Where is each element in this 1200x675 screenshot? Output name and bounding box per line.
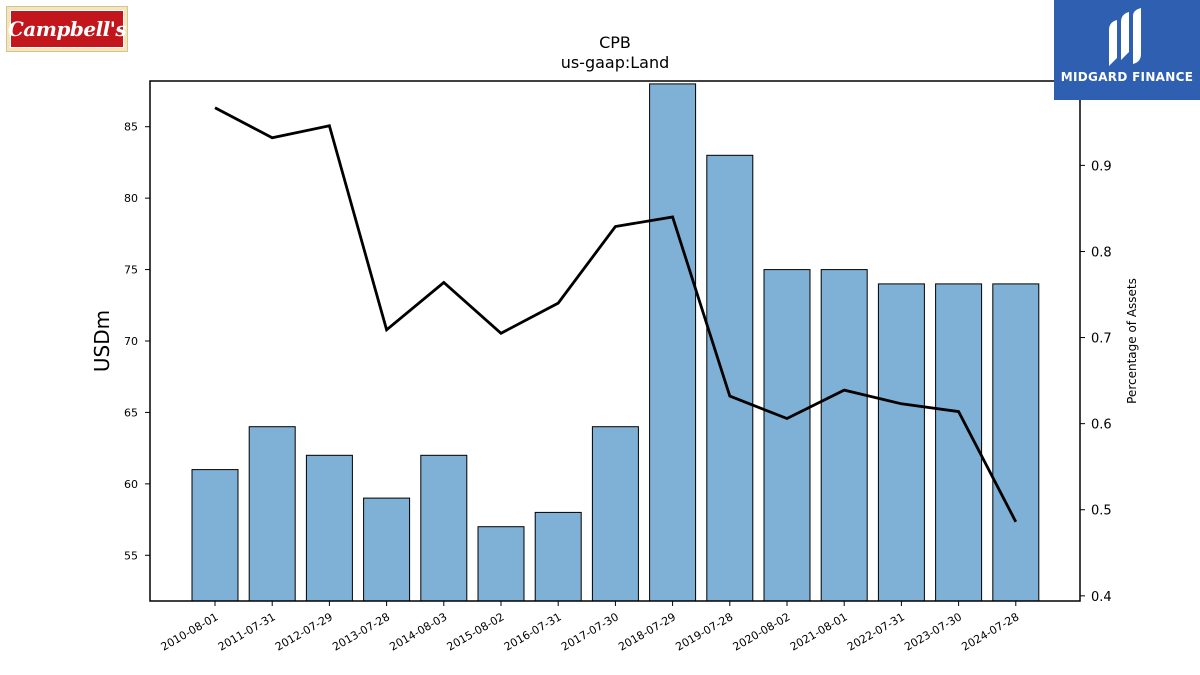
x-tick-label-2010-08-01: 2010-08-01 xyxy=(159,610,221,653)
bar-2022-07-31 xyxy=(877,283,925,601)
x-tick-label-2012-07-29: 2012-07-29 xyxy=(273,610,335,653)
y2-tick-label-0.8: 0.8 xyxy=(1091,245,1112,260)
y2-tick-label-0.7: 0.7 xyxy=(1091,332,1112,347)
x-tick-label-2019-07-28: 2019-07-28 xyxy=(673,610,735,653)
x-tick-label-2021-08-01: 2021-08-01 xyxy=(788,610,850,653)
y-tick-label-65: 65 xyxy=(124,406,138,419)
bar-2015-08-02 xyxy=(477,526,525,601)
bar-2013-07-28 xyxy=(363,497,411,601)
bar-2021-08-01 xyxy=(820,269,868,601)
x-tick-label-2014-08-03: 2014-08-03 xyxy=(387,610,449,653)
y2-tick-label-0.5: 0.5 xyxy=(1091,504,1112,519)
x-tick-label-2018-07-29: 2018-07-29 xyxy=(616,610,678,653)
x-tick-label-2011-07-31: 2011-07-31 xyxy=(216,610,278,653)
bar-2018-07-29 xyxy=(649,83,697,601)
bar-2010-08-01 xyxy=(191,469,239,601)
bar-2020-08-02 xyxy=(763,269,811,601)
x-tick-label-2013-07-28: 2013-07-28 xyxy=(330,610,392,653)
chart-subtitle: us-gaap:Land xyxy=(561,53,670,72)
bar-2014-08-03 xyxy=(420,454,468,601)
y2-tick-label-0.6: 0.6 xyxy=(1091,418,1112,433)
bar-2019-07-28 xyxy=(706,154,754,601)
x-tick-label-2020-08-02: 2020-08-02 xyxy=(731,610,793,653)
y-axis-label: USDm xyxy=(90,310,114,372)
x-tick-label-2023-07-30: 2023-07-30 xyxy=(902,610,964,653)
y-tick-label-75: 75 xyxy=(124,264,138,277)
bar-2011-07-31 xyxy=(248,426,296,601)
y-tick-label-70: 70 xyxy=(124,335,138,348)
x-tick-label-2022-07-31: 2022-07-31 xyxy=(845,610,907,653)
y2-axis-label: Percentage of Assets xyxy=(1125,278,1139,404)
line-series xyxy=(214,106,1018,523)
x-tick-label-2017-07-30: 2017-07-30 xyxy=(559,610,621,653)
campbells-logo: Campbell's xyxy=(6,6,128,52)
y2-tick-label-0.4: 0.4 xyxy=(1091,590,1112,605)
y2-tick-label-0.9: 0.9 xyxy=(1091,159,1112,174)
midgard-mark-icon xyxy=(1109,8,1141,66)
x-tick-label-2024-07-28: 2024-07-28 xyxy=(959,610,1021,653)
x-tick-label-2016-07-31: 2016-07-31 xyxy=(502,610,564,653)
x-tick-label-2015-08-02: 2015-08-02 xyxy=(445,610,507,653)
y-tick-label-55: 55 xyxy=(124,549,138,562)
bar-series xyxy=(191,83,1040,601)
percentage-line xyxy=(214,106,1018,523)
y-tick-label-60: 60 xyxy=(124,478,138,491)
bar-2017-07-30 xyxy=(591,426,639,601)
bar-2024-07-28 xyxy=(992,283,1040,601)
bar-2012-07-29 xyxy=(305,454,353,601)
bar-2016-07-31 xyxy=(534,511,582,601)
campbells-logo-text: Campbell's xyxy=(8,10,127,48)
midgard-finance-logo-text: MIDGARD FINANCE xyxy=(1060,70,1194,84)
y-tick-label-80: 80 xyxy=(124,192,138,205)
y-tick-label-85: 85 xyxy=(124,121,138,134)
midgard-finance-logo: MIDGARD FINANCE xyxy=(1054,0,1200,100)
chart-title: CPB xyxy=(599,33,631,52)
